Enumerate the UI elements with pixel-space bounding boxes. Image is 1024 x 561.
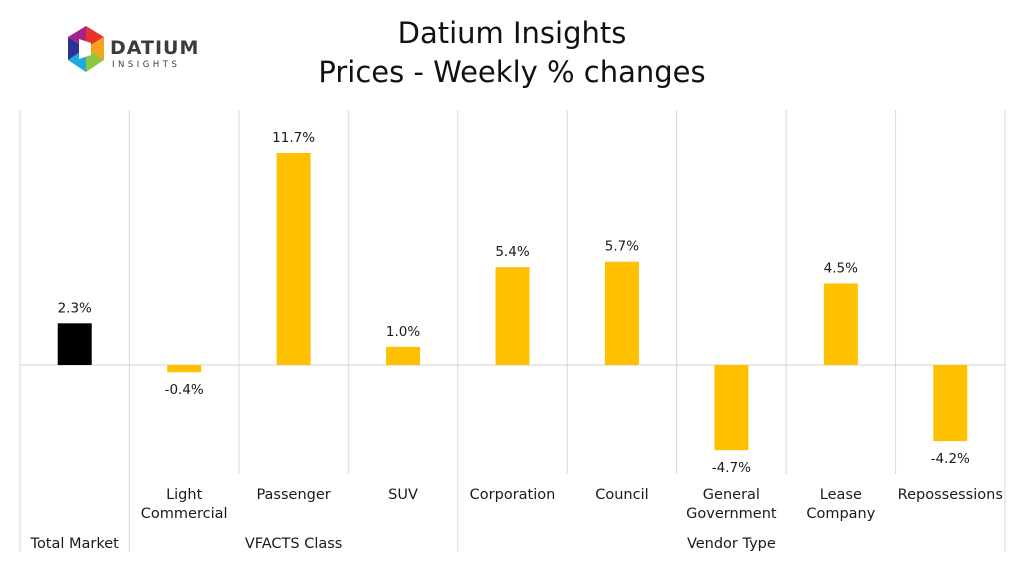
data-label: -4.2% [931,451,970,467]
category-label: Commercial [141,506,228,522]
bar [386,346,421,365]
data-label: 4.5% [824,260,858,276]
data-label: -4.7% [712,460,751,476]
bar [495,267,530,365]
category-label: Company [806,506,875,522]
group-label: VFACTS Class [245,536,343,552]
bar [823,283,858,365]
bar [714,365,749,451]
data-label: -0.4% [165,382,204,398]
category-label: Repossessions [898,487,1003,503]
datium-logo: DATIUM INSIGHTS [64,24,204,78]
chart-subtitle: Prices - Weekly % changes [318,55,706,89]
bar [933,365,968,442]
data-label: 1.0% [386,324,420,340]
data-label: 5.4% [495,244,529,260]
logo-subtitle: INSIGHTS [112,60,181,70]
category-label: Council [595,487,648,503]
data-label: 2.3% [58,300,92,316]
category-label: SUV [388,487,418,503]
category-label: Corporation [470,487,556,503]
category-label: Government [686,506,777,522]
data-label: 5.7% [605,239,639,255]
category-label: Lease [820,487,862,503]
logo-hexagon-icon [68,26,104,72]
group-label: Vendor Type [687,536,776,552]
bar [57,323,92,365]
category-label: Passenger [256,487,330,503]
chart-title: Datium Insights [397,16,627,50]
bar [276,153,311,365]
data-label: 11.7% [272,130,315,146]
logo-wordmark: DATIUM [110,37,200,59]
bar [167,365,202,373]
category-label: Light [166,487,203,503]
group-label: Total Market [30,536,120,552]
category-label: General [703,487,760,503]
bar [604,261,639,365]
